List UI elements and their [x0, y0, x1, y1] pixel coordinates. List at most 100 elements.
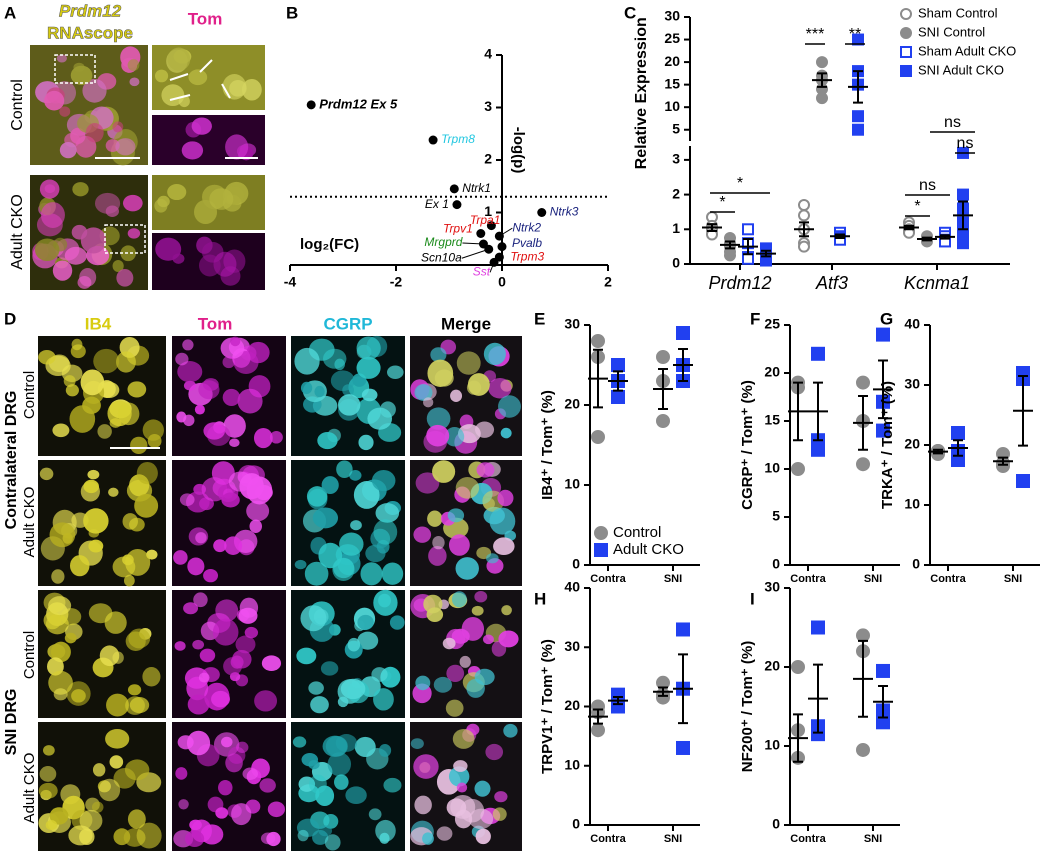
arrow — [169, 94, 191, 101]
cell — [456, 351, 481, 375]
row-label: Control — [9, 79, 26, 131]
cell — [321, 476, 339, 495]
point — [876, 327, 890, 342]
y-axis-label: Relative Expression — [633, 17, 650, 169]
cell — [410, 738, 424, 749]
cell — [193, 592, 208, 608]
x-axis-label: log₂(FC) — [300, 236, 359, 253]
cell — [459, 655, 471, 668]
cell — [358, 434, 374, 451]
x-tick-label: Contra — [590, 573, 626, 585]
cell — [500, 427, 512, 439]
cell — [66, 681, 91, 706]
error-bar — [658, 686, 668, 697]
cell — [361, 388, 378, 402]
cell — [120, 245, 136, 262]
error-bar — [858, 639, 868, 718]
cell — [334, 774, 349, 790]
cell — [456, 782, 468, 793]
significance-label: * — [719, 194, 725, 211]
y-tick-label: 20 — [564, 697, 580, 713]
y-tick-label: 10 — [664, 98, 680, 114]
group-label: SNI DRG — [3, 689, 20, 756]
cell — [198, 380, 220, 400]
cell — [99, 645, 120, 667]
cell — [497, 489, 514, 507]
cell — [127, 684, 142, 696]
cell — [314, 385, 325, 398]
y-tick-label: 10 — [564, 756, 580, 772]
cell — [452, 729, 475, 749]
cell — [334, 358, 345, 371]
cell — [350, 520, 362, 531]
cell — [455, 477, 480, 499]
cell — [154, 69, 169, 83]
cell — [187, 694, 210, 715]
cell — [224, 536, 243, 556]
cell — [87, 469, 100, 480]
cell — [498, 395, 521, 418]
cell — [371, 469, 396, 492]
cell — [327, 752, 352, 777]
cell — [317, 431, 338, 450]
legend-label: SNI Control — [918, 24, 985, 39]
point — [900, 65, 912, 77]
y-tick-label: 40 — [904, 316, 920, 332]
point — [591, 334, 605, 348]
cell — [63, 375, 76, 387]
error-bar — [817, 72, 827, 88]
cell — [356, 356, 381, 379]
point — [957, 237, 969, 250]
y-tick-label: 10 — [764, 460, 780, 476]
cell — [194, 404, 205, 415]
point — [798, 209, 810, 222]
cell — [423, 397, 434, 408]
cell — [161, 84, 185, 107]
point-label: Ex 1 — [425, 197, 449, 211]
cell — [212, 618, 239, 646]
cell — [448, 534, 470, 556]
cell — [340, 678, 366, 700]
error-bar — [793, 713, 803, 763]
cell — [125, 549, 151, 576]
point-label: Trpv1 — [443, 222, 473, 236]
row-label: Adult CKO — [21, 753, 38, 824]
cell — [292, 736, 307, 748]
cell — [300, 605, 327, 632]
cell — [64, 632, 77, 644]
cell — [173, 550, 188, 565]
point-label: Trpa1 — [470, 213, 500, 227]
point — [489, 257, 499, 267]
significance-label: ns — [957, 135, 974, 152]
y-tick-label: 30 — [564, 316, 580, 332]
cell — [186, 730, 211, 756]
cell — [436, 826, 453, 841]
cell — [483, 342, 506, 366]
cell — [215, 807, 229, 819]
point — [742, 223, 754, 236]
cell — [467, 373, 490, 396]
cell — [312, 507, 339, 529]
cell — [94, 192, 121, 214]
x-tick-label: SNI — [864, 573, 882, 585]
cell — [50, 641, 71, 663]
cell — [79, 809, 103, 832]
cell — [332, 557, 355, 582]
error-bar — [813, 663, 823, 734]
point — [852, 123, 864, 136]
cell — [426, 407, 451, 430]
cell — [503, 723, 518, 738]
cell — [353, 481, 380, 509]
cell — [450, 389, 463, 402]
cell — [349, 470, 362, 481]
point — [798, 240, 810, 253]
point — [591, 723, 605, 738]
column-title: Merge — [441, 314, 491, 333]
point — [791, 462, 805, 476]
point — [856, 375, 870, 390]
cell — [446, 664, 465, 682]
cell — [387, 365, 404, 379]
cell — [318, 825, 333, 837]
y-tick-label: 0 — [572, 556, 580, 572]
y-tick-label: 2 — [672, 185, 680, 201]
